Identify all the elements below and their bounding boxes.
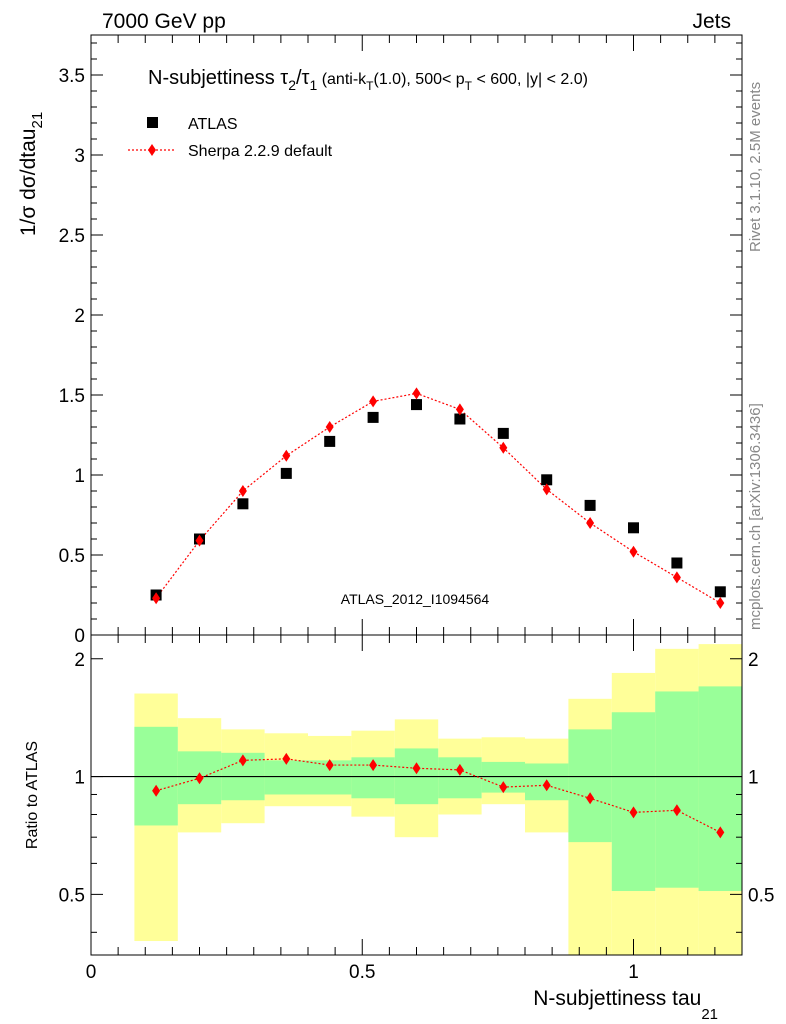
ratio-frame [90,634,743,956]
title-tail-c: < 600, |y| < 2.0) [472,71,588,88]
ratio-point [716,826,725,839]
ratio-point [325,759,334,772]
sherpa-point [455,403,464,416]
ratio-ylabel: Ratio to ATLAS [24,741,41,849]
sherpa-point [629,545,638,558]
header-right: Jets [692,10,731,33]
band-inner-bin [568,729,612,843]
atlas-point [280,467,292,479]
title-sub2: 2 [288,77,296,93]
sherpa-point [195,534,204,547]
rivet-label: Rivet 3.1.10, 2.5M events [747,82,764,252]
sherpa-point [325,421,334,433]
band-inner-bin [698,686,742,892]
sherpa-point [542,483,551,496]
atlas-point [671,557,683,569]
legend-sherpa-label: Sherpa 2.2.9 default [188,143,333,160]
ratio-point [195,772,204,785]
header-left: 7000 GeV pp [102,10,226,33]
ratio-point [586,792,595,805]
ratio-plot-marks [91,752,742,839]
sherpa-point [716,597,725,609]
title-tail-b: (1.0), 500< p [374,71,465,88]
legend-atlas-label: ATLAS [188,116,238,133]
main-ytick-label: 1 [74,466,85,487]
ratio-point [282,752,291,765]
ratio-bands [134,644,742,955]
atlas-point [497,427,509,439]
xtick-label: 1 [628,962,639,983]
title-tail-T2: T [465,79,473,93]
title-tail-a: (anti-k [317,71,367,88]
atlas-point [714,586,726,598]
band-inner-bin [655,691,699,888]
ratio-point [412,762,421,775]
sherpa-point [282,449,291,462]
xlabel-sub: 21 [701,1006,718,1023]
ratio-point [499,781,508,794]
ratio-line [155,758,721,833]
ratio-point [629,806,638,819]
main-ytick-label: 3.5 [59,66,85,87]
ratio-point [238,754,247,767]
main-ylabel: 1/σ dσ/dtau21 [17,112,46,236]
ratio-point [542,779,551,792]
ratio-ytick-label: 1 [74,768,85,789]
band-inner-bin [438,757,482,799]
sherpa-point [369,395,378,408]
atlas-point [237,498,249,510]
ratio-ytick-label: 2 [74,650,85,671]
main-ytick-label: 0 [74,626,85,647]
ratio-ytick-label: 1 [748,768,759,789]
title-slash: /τ [296,67,310,89]
band-inner-bin [264,760,308,795]
sherpa-point [412,387,421,400]
ratio-ytick-label: 0.5 [748,885,774,906]
atlas-point [584,499,596,511]
atlas-point [324,435,336,447]
watermark: ATLAS_2012_I1094564 [341,591,490,607]
atlas-point [541,474,553,486]
ratio-point [369,759,378,772]
main-ytick-label: 3 [74,146,85,167]
sherpa-point [499,441,508,454]
sherpa-point [672,571,681,584]
atlas-point [411,399,422,411]
xtick-label: 0.5 [349,962,375,983]
ratio-point [672,804,681,817]
main-ytick-label: 0.5 [59,546,85,567]
ratio-ytick-label: 0.5 [59,885,85,906]
ratio-point [455,763,464,776]
band-inner-bin [611,712,656,892]
sherpa-point [238,485,247,497]
xlabel-text: N-subjettiness tau [533,987,701,1010]
chart-title: N-subjettiness τ2/τ1 (anti-kT(1.0), 500<… [148,67,588,93]
xtick-label: 0 [86,962,97,983]
title-tail-T: T [366,79,374,93]
main-ytick-label: 1.5 [59,386,85,407]
mcplots-label: mcplots.cern.ch [arXiv:1306.3436] [747,403,764,630]
axis-ticks: 00.511.522.533.50.5 0.51 12 20 0.5 1 [59,35,774,983]
atlas-point [367,411,379,423]
sherpa-line [155,392,721,604]
title-sub1: 1 [309,77,317,93]
legend-sherpa-marker [148,144,156,156]
main-plot-marks [150,387,726,609]
ratio-point [152,784,161,797]
main-ytick-label: 2 [74,306,85,327]
atlas-point [454,413,466,425]
sherpa-point [586,517,595,529]
x-axis-label: N-subjettiness tau21 [533,987,718,1023]
sherpa-point [152,592,161,605]
atlas-point [628,522,639,534]
main-ytick-label: 2.5 [59,226,85,247]
ratio-ytick-label: 2 [748,650,759,671]
main-ylabel-text: 1/σ dσ/dtau [17,129,40,237]
legend-atlas-marker [147,117,158,128]
title-main: N-subjettiness τ [148,67,288,89]
main-ylabel-sub: 21 [29,112,46,129]
